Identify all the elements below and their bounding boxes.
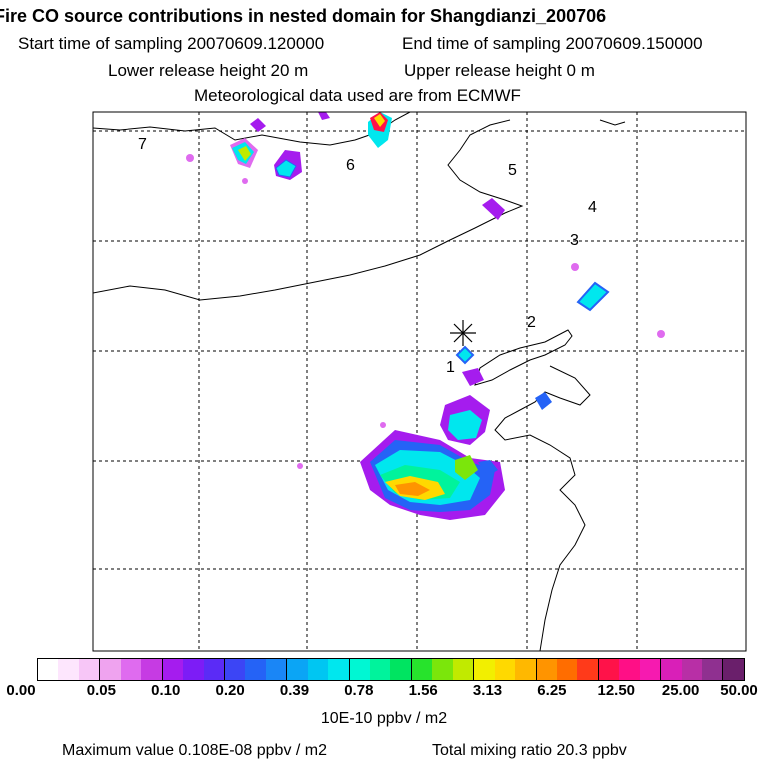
maximum-value: Maximum value 0.108E-08 ppbv / m2 [62, 742, 328, 759]
region-label-3: 3 [570, 232, 579, 249]
colorbar-swatch [432, 659, 453, 680]
colorbar-tick-label: 50.00 [720, 682, 758, 699]
colorbar-tick-label: 6.25 [537, 682, 567, 699]
region-label-5: 5 [508, 162, 517, 179]
colorbar-swatch [183, 659, 204, 680]
region-label-7: 7 [138, 136, 147, 153]
colorbar-swatch [474, 659, 495, 680]
colorbar-swatch [307, 659, 329, 680]
colorbar-swatch [58, 659, 79, 680]
colorbar-swatch [390, 659, 412, 680]
start-time: Start time of sampling 20070609.120000 [18, 34, 325, 53]
colorbar-tick-label: 0.78 [344, 682, 374, 699]
colorbar-swatch [120, 659, 142, 680]
colorbar-tick-label: 3.13 [472, 682, 503, 699]
colorbar-swatch [536, 659, 557, 680]
colorbar-swatch [598, 659, 620, 680]
colorbar-swatch [245, 659, 266, 680]
grid-lines [93, 112, 746, 651]
colorbar-swatch [681, 659, 702, 680]
colorbar-swatch [203, 659, 225, 680]
total-mixing-ratio: Total mixing ratio 20.3 ppbv [432, 742, 627, 759]
colorbar-tick-label: 0.39 [279, 682, 310, 699]
region-label-2: 2 [527, 314, 536, 331]
colorbar-swatch [370, 659, 391, 680]
colorbar-swatch [78, 659, 101, 680]
colorbar-swatch [349, 659, 370, 680]
colorbar-swatch [38, 659, 59, 680]
upper-release-height: Upper release height 0 m [404, 61, 595, 80]
plume-field [186, 112, 665, 520]
colorbar-swatch [452, 659, 475, 680]
colorbar-swatch [494, 659, 516, 680]
colorbar [37, 658, 745, 681]
colorbar-swatch [411, 659, 433, 680]
met-data-source: Meteorological data used are from ECMWF [194, 86, 521, 105]
colorbar-tick-label: 1.56 [408, 682, 438, 699]
colorbar-swatch [702, 659, 724, 680]
colorbar-swatch [100, 659, 121, 680]
region-label-1: 1 [446, 359, 455, 376]
colorbar-swatch [723, 659, 744, 680]
coastline [93, 112, 626, 651]
colorbar-swatch [577, 659, 599, 680]
map-frame [92, 111, 747, 652]
colorbar-swatch [287, 659, 308, 680]
colorbar-tick-label: 0.10 [151, 682, 181, 699]
colorbar-swatch [639, 659, 662, 680]
end-time: End time of sampling 20070609.150000 [402, 34, 703, 53]
colorbar-swatch [162, 659, 184, 680]
colorbar-swatch [265, 659, 288, 680]
colorbar-swatch [556, 659, 578, 680]
region-label-6: 6 [346, 157, 355, 174]
colorbar-swatch [661, 659, 682, 680]
colorbar-swatch [141, 659, 163, 680]
colorbar-swatch [515, 659, 537, 680]
region-label-4: 4 [588, 199, 597, 216]
colorbar-tick-label: 25.00 [661, 682, 700, 699]
colorbar-swatch [328, 659, 350, 680]
colorbar-tick-label: 0.05 [86, 682, 116, 699]
colorbar-tick-label: 0.00 [6, 682, 36, 699]
colorbar-unit: 10E-10 ppbv / m2 [320, 710, 448, 727]
map-title: Fire CO source contributions in nested d… [0, 6, 607, 26]
asterisk-icon [450, 320, 476, 346]
colorbar-tick-label: 12.50 [597, 682, 636, 699]
lower-release-height: Lower release height 20 m [108, 61, 309, 80]
colorbar-swatch [619, 659, 640, 680]
colorbar-tick-label: 0.20 [215, 682, 245, 699]
colorbar-swatch [224, 659, 246, 680]
